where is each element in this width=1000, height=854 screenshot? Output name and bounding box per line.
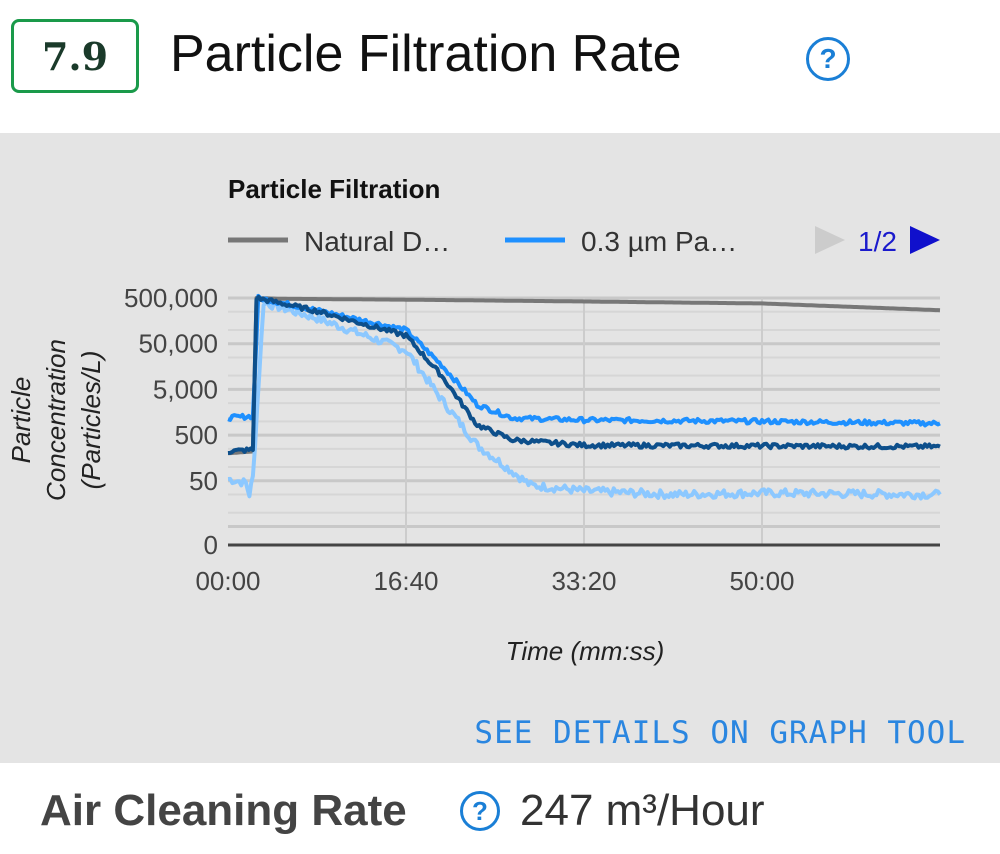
series-line <box>227 296 941 456</box>
score-badge: 7.9 <box>11 19 139 93</box>
x-tick-label: 16:40 <box>373 566 438 596</box>
x-tick-label: 33:20 <box>551 566 616 596</box>
y-axis-label: Particle Concentration (Particles/L) <box>6 339 106 501</box>
page-title: Particle Filtration Rate <box>170 25 682 83</box>
y-tick-label: 0 <box>204 530 218 560</box>
legend-label: Natural D… <box>304 226 450 257</box>
x-tick-label: 00:00 <box>195 566 260 596</box>
y-axis-label-line: Particle <box>6 377 36 464</box>
series-line <box>227 300 942 501</box>
question-circle-icon[interactable]: ? <box>460 791 500 831</box>
y-tick-label: 500,000 <box>124 283 218 313</box>
y-tick-label: 5,000 <box>153 374 218 404</box>
y-tick-label: 50 <box>189 466 218 496</box>
x-tick-label: 50:00 <box>729 566 794 596</box>
legend-page: 1/2 <box>858 226 897 257</box>
y-tick-label: 50,000 <box>138 329 218 359</box>
x-axis-label: Time (mm:ss) <box>506 636 665 666</box>
air-cleaning-rate-label: Air Cleaning Rate <box>40 786 407 835</box>
chart-title: Particle Filtration <box>228 174 440 204</box>
see-details-link[interactable]: SEE DETAILS ON GRAPH TOOL <box>474 715 966 751</box>
next-page-icon <box>910 226 940 254</box>
series-line <box>227 294 941 455</box>
y-axis-label-line: (Particles/L) <box>76 351 106 490</box>
legend-label: 0.3 µm Pa… <box>581 226 737 257</box>
prev-page-icon <box>815 226 845 254</box>
y-axis-label-line: Concentration <box>41 339 71 501</box>
question-circle-icon[interactable]: ? <box>806 37 850 81</box>
air-cleaning-rate-value: 247 m³/Hour <box>520 786 765 835</box>
y-tick-label: 500 <box>175 420 218 450</box>
